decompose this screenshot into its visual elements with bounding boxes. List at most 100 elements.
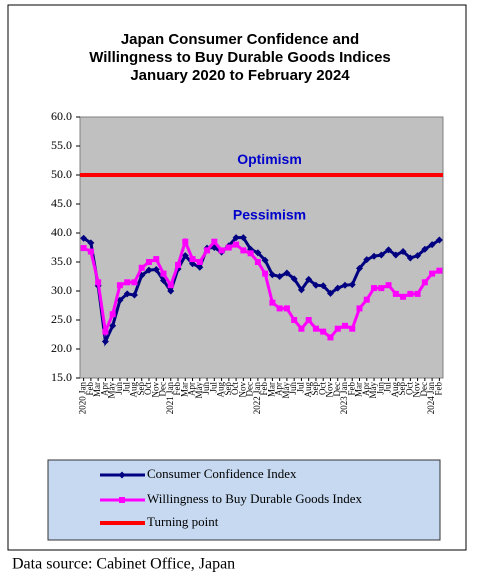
- point: [428, 241, 436, 249]
- point: [211, 238, 218, 245]
- point: [247, 250, 254, 257]
- point: [414, 290, 421, 297]
- point: [254, 259, 261, 265]
- point: [196, 263, 204, 271]
- x-tick-label: Jul: [383, 382, 393, 393]
- point: [407, 290, 414, 297]
- x-tick-label: Oct: [143, 382, 153, 395]
- point: [95, 279, 102, 286]
- point: [145, 259, 152, 265]
- x-tick-label: Apr: [274, 382, 284, 396]
- point: [175, 261, 182, 268]
- y-tick-label: 20.0: [51, 341, 72, 355]
- x-tick-label: Jul: [295, 382, 305, 393]
- point: [429, 270, 436, 277]
- point: [341, 281, 349, 289]
- x-tick-label: 2023 Jan: [339, 382, 349, 415]
- x-tick-label: Jun: [288, 382, 298, 395]
- x-tick-label: Dec: [332, 382, 342, 397]
- chart-title: Willingness to Buy Durable Goods Indices: [89, 49, 391, 66]
- point: [435, 236, 443, 244]
- point: [436, 267, 443, 274]
- point: [406, 254, 414, 262]
- x-tick-label: Jul: [121, 382, 131, 393]
- point: [167, 282, 174, 289]
- point: [283, 305, 290, 312]
- point: [399, 248, 407, 256]
- point: [119, 497, 125, 503]
- point: [109, 322, 117, 330]
- y-tick-label: 30.0: [51, 283, 72, 297]
- x-tick-label: 2021 Jan: [165, 382, 175, 415]
- point: [356, 264, 364, 272]
- point: [421, 245, 429, 253]
- point: [138, 264, 145, 271]
- point: [118, 471, 126, 479]
- point: [240, 247, 247, 254]
- point: [152, 266, 160, 274]
- point: [312, 281, 320, 289]
- y-tick-label: 45.0: [51, 196, 72, 210]
- x-tick-label: Sep: [310, 382, 320, 396]
- x-tick-label: Oct: [230, 382, 240, 395]
- x-tick-label: Apr: [361, 382, 371, 396]
- y-tick-label: 15.0: [51, 370, 72, 384]
- point: [225, 244, 232, 251]
- point: [167, 287, 175, 295]
- x-tick-label: Feb: [85, 382, 95, 396]
- x-tick-label: Aug: [129, 382, 139, 398]
- point: [261, 256, 269, 264]
- point: [182, 238, 189, 245]
- point: [370, 252, 378, 260]
- x-tick-label: Nov: [237, 382, 247, 398]
- x-tick-label: Jun: [375, 382, 385, 395]
- point: [363, 296, 370, 303]
- point: [80, 245, 87, 252]
- y-tick-label: 55.0: [51, 138, 72, 152]
- point: [334, 325, 341, 332]
- point: [262, 270, 269, 277]
- y-tick-label: 25.0: [51, 312, 72, 326]
- point: [218, 247, 225, 254]
- source-note: Data source: Cabinet Office, Japan: [12, 556, 235, 573]
- point: [189, 256, 196, 263]
- x-tick-label: Feb: [433, 382, 443, 396]
- x-tick-label: 2022 Jan: [252, 382, 262, 415]
- x-tick-label: 2024 Jan: [426, 382, 436, 415]
- x-tick-label: Mar: [92, 382, 102, 397]
- point: [181, 252, 189, 260]
- x-tick-label: Aug: [216, 382, 226, 398]
- point: [101, 337, 109, 345]
- point: [341, 322, 348, 329]
- x-tick-label: Jun: [114, 382, 124, 395]
- point: [385, 282, 392, 289]
- point: [320, 328, 327, 335]
- x-tick-label: Apr: [187, 382, 197, 396]
- x-tick-label: Nov: [325, 382, 335, 398]
- x-tick-label: Feb: [259, 382, 269, 396]
- x-tick-label: Dec: [245, 382, 255, 397]
- point: [297, 286, 305, 294]
- x-tick-label: Aug: [390, 382, 400, 398]
- point: [305, 275, 313, 283]
- chart-title: Japan Consumer Confidence and: [121, 31, 359, 48]
- x-tick-label: Mar: [354, 382, 364, 397]
- x-tick-label: Jul: [208, 382, 218, 393]
- x-tick-label: May: [281, 382, 291, 399]
- point: [102, 328, 109, 335]
- point: [371, 285, 378, 292]
- point: [385, 246, 393, 254]
- point: [276, 273, 284, 280]
- x-tick-label: Nov: [150, 382, 160, 398]
- y-tick-label: 60.0: [51, 109, 72, 123]
- y-tick-label: 50.0: [51, 167, 72, 181]
- x-tick-label: Dec: [158, 382, 168, 397]
- point: [254, 249, 262, 257]
- point: [326, 289, 334, 297]
- point: [196, 259, 203, 265]
- point: [116, 296, 124, 304]
- x-tick-label: Oct: [404, 382, 414, 395]
- point: [232, 234, 240, 242]
- x-tick-label: May: [368, 382, 378, 399]
- point: [348, 281, 356, 289]
